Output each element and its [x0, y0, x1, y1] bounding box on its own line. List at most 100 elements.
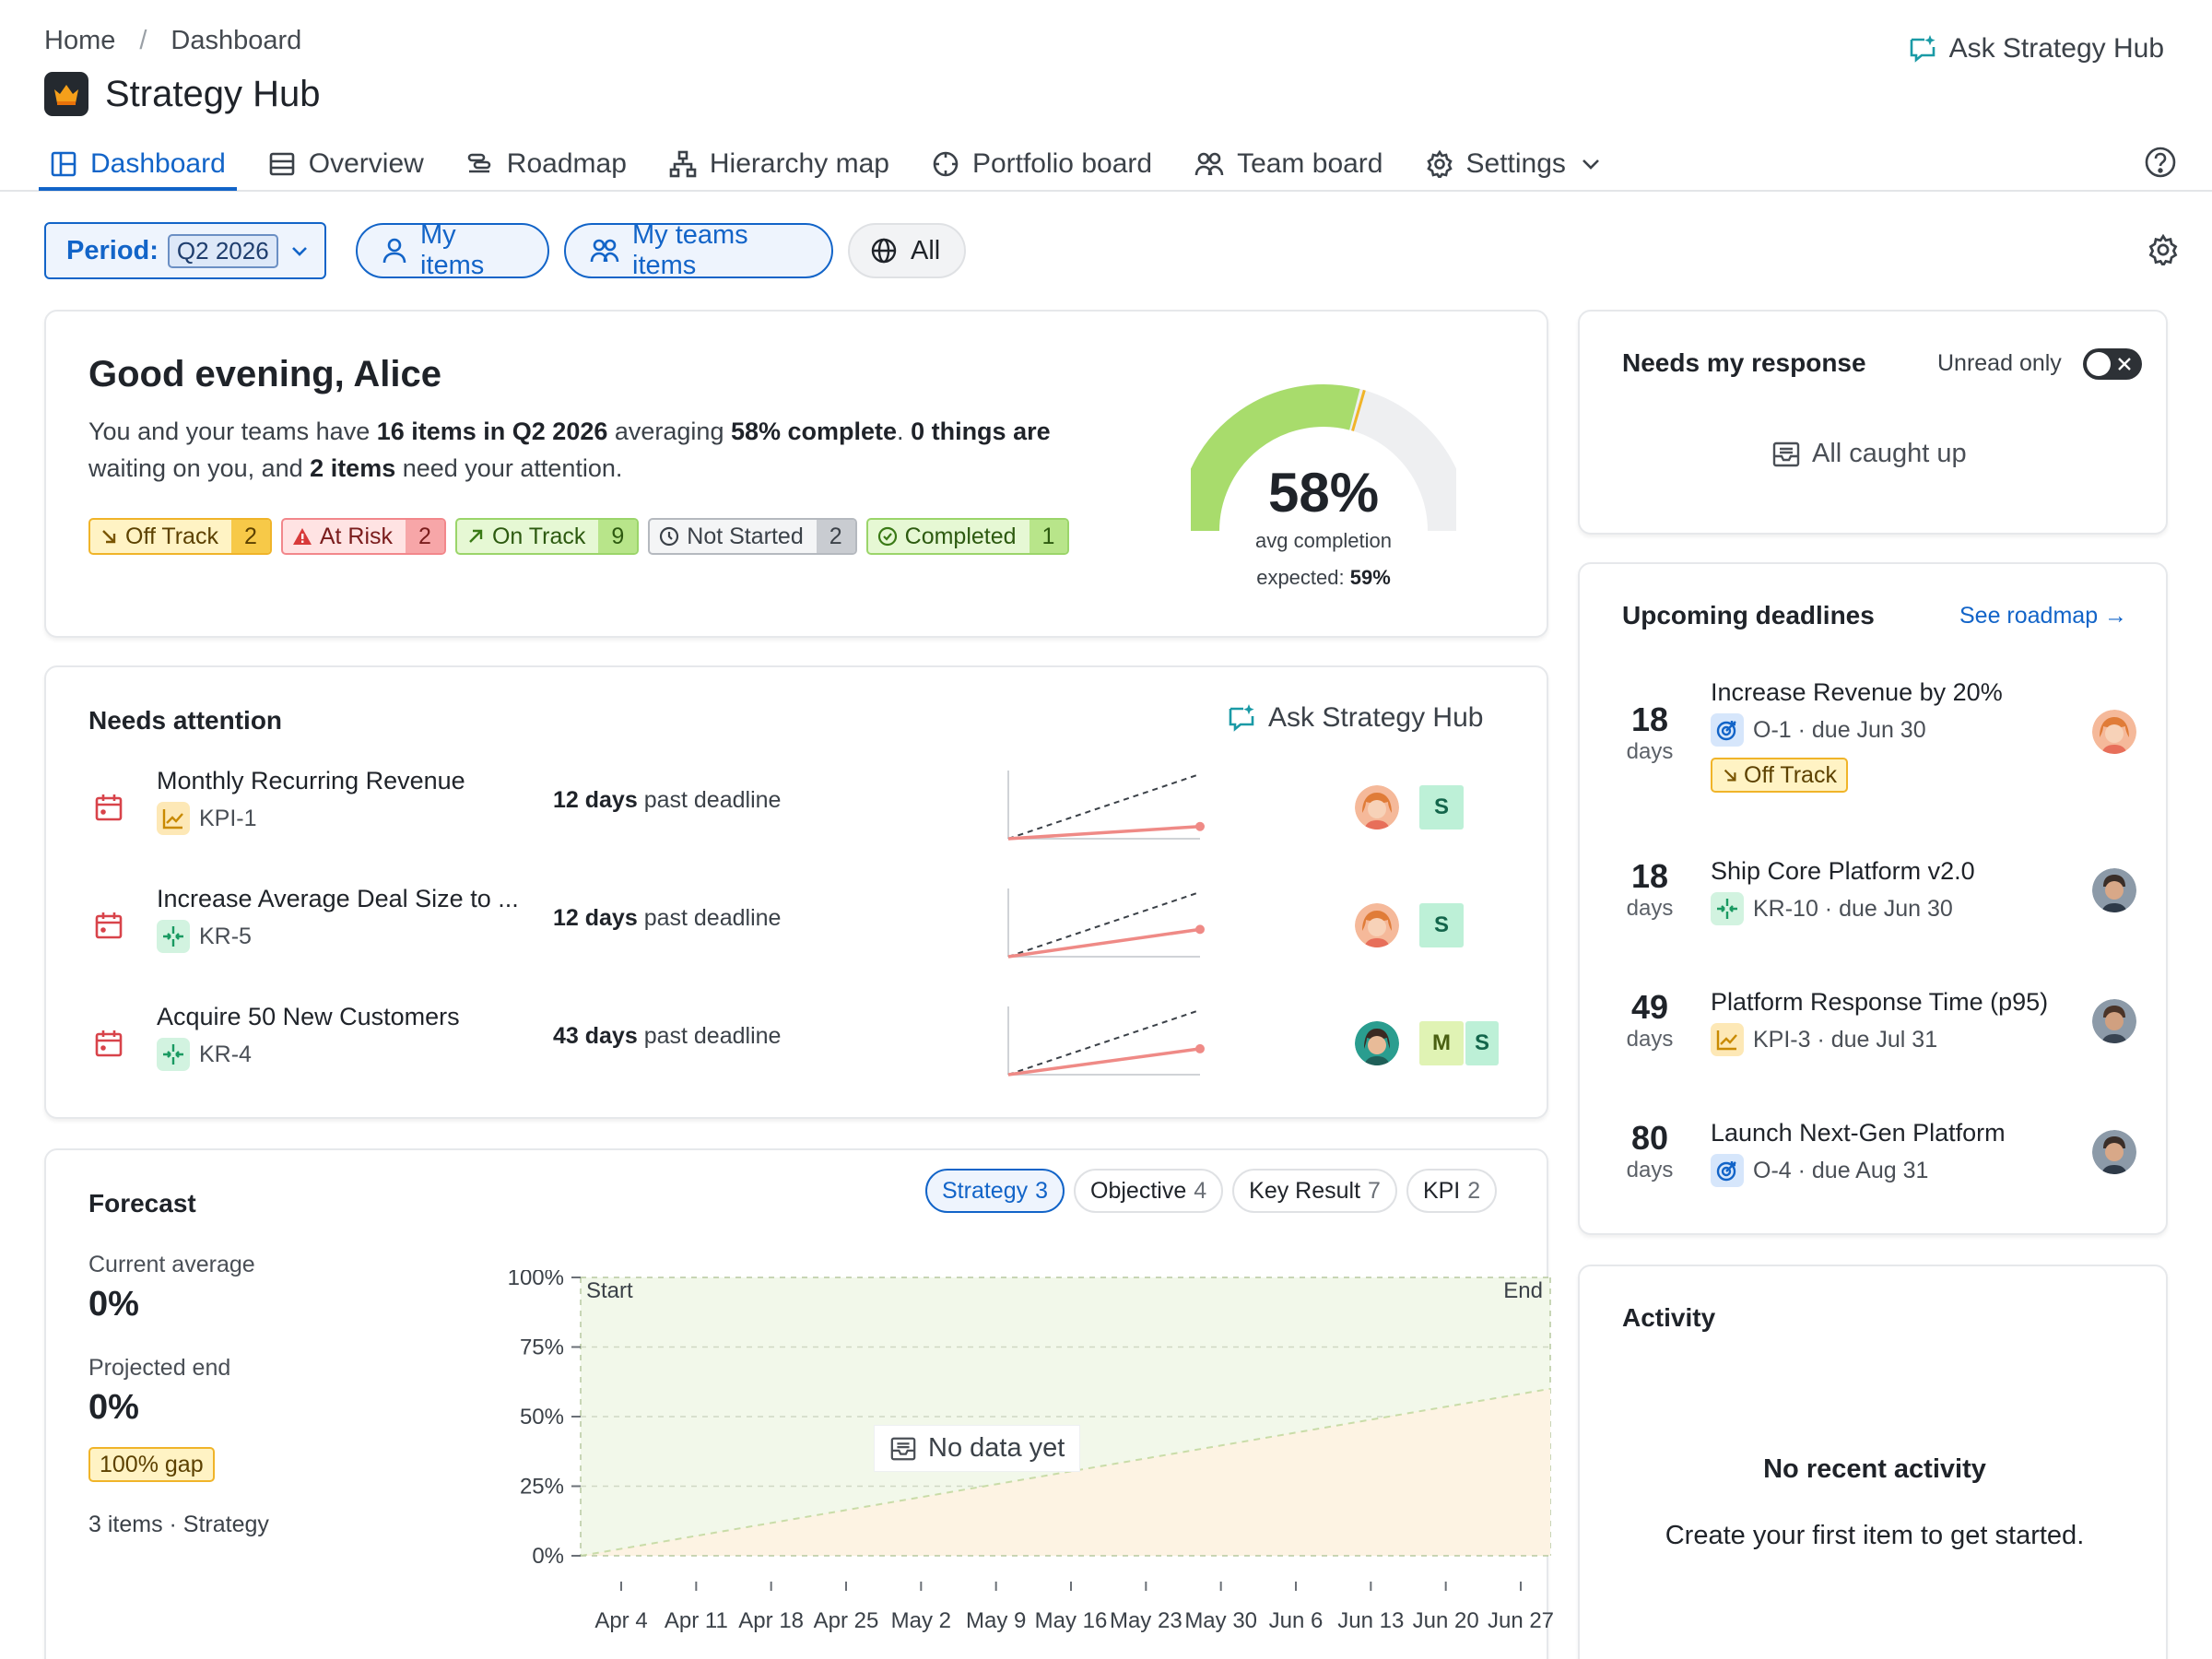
my-teams-items-label: My teams items: [632, 220, 748, 280]
inbox-icon: [889, 1435, 917, 1463]
overdue-text: 12 days past deadline: [553, 905, 782, 931]
deadline-item[interactable]: 49 days Platform Response Time (p95) KPI-…: [1580, 988, 2170, 1089]
ask-strategy-hub-button[interactable]: Ask Strategy Hub: [1226, 702, 1483, 734]
segment-kpi[interactable]: KPI 2: [1406, 1169, 1498, 1213]
x-tick-label: Apr 4: [594, 1608, 647, 1633]
off-track-badge: Off Track: [1711, 758, 1848, 793]
x-tick-label: May 23: [1110, 1608, 1182, 1633]
status-chip-completed[interactable]: Completed 1: [865, 518, 1070, 555]
tab-portfolio-board[interactable]: Portfolio board: [926, 138, 1158, 190]
users-icon: [1194, 150, 1224, 178]
warning-icon: [292, 527, 312, 546]
deadline-item[interactable]: 18 days Ship Core Platform v2.0 KR-10 · d…: [1580, 857, 2170, 959]
x-tick-label: May 9: [966, 1608, 1026, 1633]
projected-end-value: 0%: [88, 1388, 139, 1427]
all-label: All: [911, 235, 941, 265]
avatar: [2092, 868, 2136, 912]
hierarchy-icon: [669, 150, 697, 178]
user-icon: [382, 237, 407, 265]
all-caught-up: All caught up: [1771, 439, 1967, 469]
breadcrumb: Home / Dashboard: [44, 26, 301, 56]
my-teams-items-filter[interactable]: My teams items: [564, 220, 833, 280]
forecast-chart: 100% 75% 50% 25% 0% Apr 4 Apr 11 Apr 18 Apr 25 M…: [508, 1270, 1554, 1633]
compass-icon: [932, 150, 959, 178]
projected-end-label: Projected end: [88, 1355, 231, 1381]
x-tick-label: Jun 27: [1488, 1608, 1554, 1633]
status-chip-not-started[interactable]: Not Started 2: [648, 518, 857, 555]
tabs-divider: [0, 190, 2212, 192]
gauge-value: 58%: [1267, 462, 1380, 524]
calendar-icon: [94, 793, 124, 822]
actual-trend-point: [1195, 821, 1205, 831]
deadline-title: Platform Response Time (p95): [1711, 988, 2049, 1016]
clock-icon: [659, 526, 679, 547]
current-average-value: 0%: [88, 1285, 139, 1324]
forecast-title: Forecast: [88, 1189, 196, 1218]
tab-roadmap[interactable]: Roadmap: [461, 138, 632, 190]
status-chip-at-risk[interactable]: At Risk 2: [280, 518, 446, 555]
y-tick-label: 50%: [520, 1405, 564, 1430]
period-select[interactable]: Period: Q2 2026: [44, 222, 326, 279]
deadline-item[interactable]: 80 days Launch Next-Gen Platform O-4 · du…: [1580, 1119, 2170, 1220]
x-tick-label: Jun 13: [1337, 1608, 1404, 1633]
deadline-title: Launch Next-Gen Platform: [1711, 1119, 2006, 1147]
expected-trend-line: [1007, 772, 1201, 840]
deadlines-title: Upcoming deadlines: [1622, 601, 1875, 629]
x-tick-label: Jun 20: [1413, 1608, 1479, 1633]
attention-row[interactable]: Acquire 50 New Customers KR-4 43 days pa…: [46, 1003, 1550, 1104]
y-tick-label: 0%: [532, 1544, 564, 1569]
unread-only-toggle[interactable]: [2083, 348, 2142, 380]
gear-icon: [1426, 150, 1453, 178]
globe-icon: [870, 237, 898, 265]
segment-objective[interactable]: Objective 4: [1074, 1169, 1224, 1213]
help-icon[interactable]: [2144, 146, 2177, 179]
team-badge: S: [1419, 785, 1464, 830]
tab-label: Hierarchy map: [709, 148, 889, 179]
status-chip-on-track[interactable]: On Track 9: [454, 518, 640, 555]
forecast-items-count: 3 items · Strategy: [88, 1512, 269, 1537]
breadcrumb-dashboard[interactable]: Dashboard: [171, 26, 302, 55]
activity-empty-title: No recent activity: [1763, 1454, 1986, 1484]
needs-response-title: Needs my response: [1622, 348, 1866, 377]
attention-row[interactable]: Monthly Recurring Revenue KPI-1 12 days …: [46, 767, 1550, 868]
period-label: Period:: [66, 235, 159, 265]
segment-key-result[interactable]: Key Result 7: [1232, 1169, 1397, 1213]
status-chips: Off Track 2 At Risk 2 On Track 9 Not Sta…: [88, 518, 1070, 555]
all-filter[interactable]: All: [848, 223, 966, 278]
tab-dashboard[interactable]: Dashboard: [39, 138, 237, 191]
x-tick-label: Apr 25: [814, 1608, 879, 1633]
my-items-filter[interactable]: My items: [356, 220, 549, 280]
greeting-summary: You and your teams have 16 items in Q2 2…: [88, 418, 1051, 482]
y-tick-label: 75%: [520, 1335, 564, 1360]
no-data-indicator: No data yet: [874, 1425, 1081, 1472]
tab-hierarchy-map[interactable]: Hierarchy map: [664, 138, 895, 190]
tab-settings[interactable]: Settings: [1420, 138, 1608, 190]
tab-label: Portfolio board: [971, 148, 1153, 179]
unread-only-label: Unread only: [1937, 350, 2062, 376]
avatar: [1355, 903, 1399, 947]
tab-team-board[interactable]: Team board: [1189, 138, 1388, 190]
breadcrumb-separator: /: [139, 26, 147, 55]
actual-trend-point: [1195, 924, 1205, 935]
y-tick-label: 100%: [508, 1270, 564, 1290]
item-name: Acquire 50 New Customers: [157, 1003, 460, 1030]
calendar-icon: [94, 911, 124, 940]
inbox-icon: [1771, 440, 1801, 469]
status-chip-off-track[interactable]: Off Track 2: [88, 518, 272, 555]
x-tick-label: Jun 6: [1269, 1608, 1324, 1633]
start-marker-label: Start: [586, 1278, 633, 1303]
tab-overview[interactable]: Overview: [263, 138, 429, 190]
objective-icon: [1711, 713, 1744, 747]
roadmap-icon: [466, 150, 494, 178]
x-tick-label: May 16: [1035, 1608, 1108, 1633]
arrow-down-right-icon: [100, 527, 118, 546]
projection-line: [580, 1387, 1551, 1557]
see-roadmap-link[interactable]: See roadmap →: [1959, 603, 2128, 629]
ask-strategy-hub-button[interactable]: Ask Strategy Hub: [1907, 33, 2164, 65]
dashboard-settings-icon[interactable]: [2147, 234, 2179, 265]
current-average-label: Current average: [88, 1252, 255, 1277]
attention-row[interactable]: Increase Average Deal Size to ... KR-5 1…: [46, 885, 1550, 986]
segment-strategy[interactable]: Strategy 3: [925, 1169, 1065, 1213]
breadcrumb-home[interactable]: Home: [44, 26, 116, 55]
deadline-item[interactable]: 18 days Increase Revenue by 20% O-1 · due…: [1580, 673, 2170, 820]
